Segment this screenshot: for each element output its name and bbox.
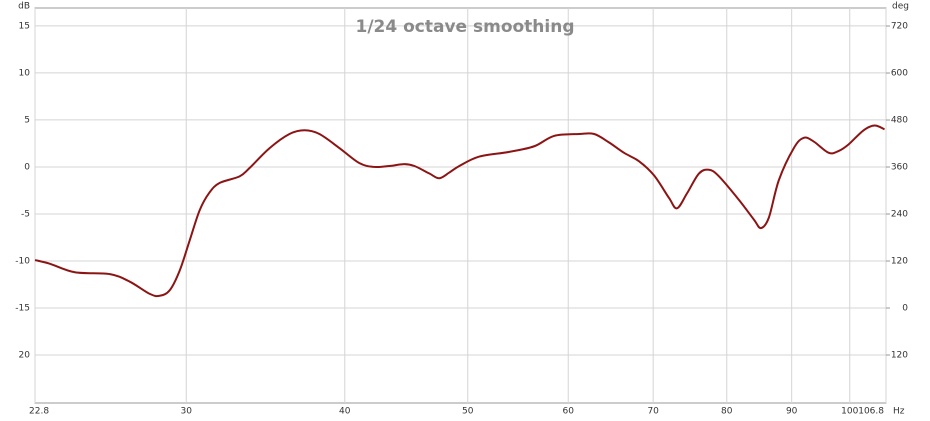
y-tick-label: 15 bbox=[19, 21, 30, 31]
x-tick-label: 50 bbox=[462, 407, 474, 417]
y2-tick-label: 0 bbox=[902, 304, 908, 314]
y2-tick-label: 720 bbox=[891, 22, 908, 32]
y2-tick-label: 360 bbox=[891, 163, 908, 173]
x-tick-label: 80 bbox=[721, 407, 733, 417]
y-tick-label: -5 bbox=[21, 209, 30, 219]
y2-tick-label: 120 bbox=[891, 351, 908, 361]
x-tick-label: 106.8 bbox=[858, 407, 884, 417]
y2-axis-label: deg bbox=[892, 2, 909, 12]
x-tick-label: 90 bbox=[786, 407, 798, 417]
plot-area bbox=[34, 7, 887, 404]
y-tick-label: 5 bbox=[24, 115, 30, 125]
y2-tick-label: 600 bbox=[891, 69, 908, 79]
y-axis-label: dB bbox=[18, 2, 30, 12]
x-tick-label: 70 bbox=[647, 407, 659, 417]
y2-tick-label: 120 bbox=[891, 257, 908, 267]
x-tick-label: 40 bbox=[339, 407, 351, 417]
y-tick-label: -15 bbox=[15, 304, 30, 314]
y-tick-label: 20 bbox=[19, 351, 31, 361]
y-tick-label: -10 bbox=[15, 256, 30, 266]
y2-tick-label: 240 bbox=[891, 210, 908, 220]
response-line bbox=[34, 124, 885, 298]
x-axis-label: Hz bbox=[893, 407, 905, 417]
x-tick-label: 100 bbox=[841, 407, 858, 417]
x-tick-label: 60 bbox=[563, 407, 575, 417]
chart-title: 1/24 octave smoothing bbox=[355, 17, 574, 37]
y2-tick-label: 480 bbox=[891, 116, 908, 126]
x-tick-label: 30 bbox=[181, 407, 193, 417]
x-tick-label: 22.8 bbox=[29, 407, 49, 417]
y-tick-label: 10 bbox=[19, 68, 31, 78]
y-tick-label: 0 bbox=[24, 162, 30, 172]
